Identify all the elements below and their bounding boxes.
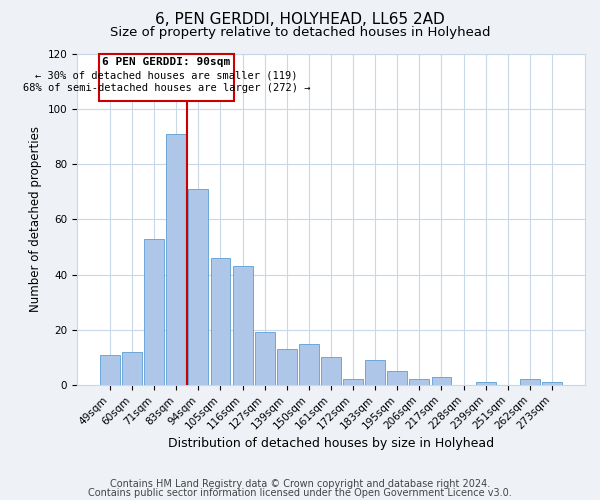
Text: 6, PEN GERDDI, HOLYHEAD, LL65 2AD: 6, PEN GERDDI, HOLYHEAD, LL65 2AD xyxy=(155,12,445,28)
Y-axis label: Number of detached properties: Number of detached properties xyxy=(29,126,42,312)
Bar xyxy=(122,352,142,385)
Text: Contains public sector information licensed under the Open Government Licence v3: Contains public sector information licen… xyxy=(88,488,512,498)
Bar xyxy=(520,380,540,385)
Bar xyxy=(144,238,164,385)
Bar xyxy=(343,380,363,385)
Bar xyxy=(409,380,430,385)
Text: Size of property relative to detached houses in Holyhead: Size of property relative to detached ho… xyxy=(110,26,490,39)
Bar xyxy=(321,358,341,385)
Text: ← 30% of detached houses are smaller (119): ← 30% of detached houses are smaller (11… xyxy=(35,70,298,81)
Text: 6 PEN GERDDI: 90sqm: 6 PEN GERDDI: 90sqm xyxy=(102,57,230,67)
Bar xyxy=(388,371,407,385)
Bar xyxy=(100,354,120,385)
Bar xyxy=(431,376,451,385)
Bar xyxy=(211,258,230,385)
FancyBboxPatch shape xyxy=(99,54,234,101)
Bar xyxy=(542,382,562,385)
Bar xyxy=(233,266,253,385)
Bar xyxy=(365,360,385,385)
Bar xyxy=(299,344,319,385)
X-axis label: Distribution of detached houses by size in Holyhead: Distribution of detached houses by size … xyxy=(168,437,494,450)
Bar xyxy=(277,349,297,385)
Bar xyxy=(188,189,208,385)
Text: Contains HM Land Registry data © Crown copyright and database right 2024.: Contains HM Land Registry data © Crown c… xyxy=(110,479,490,489)
Text: 68% of semi-detached houses are larger (272) →: 68% of semi-detached houses are larger (… xyxy=(23,83,310,93)
Bar xyxy=(166,134,186,385)
Bar xyxy=(476,382,496,385)
Bar xyxy=(255,332,275,385)
